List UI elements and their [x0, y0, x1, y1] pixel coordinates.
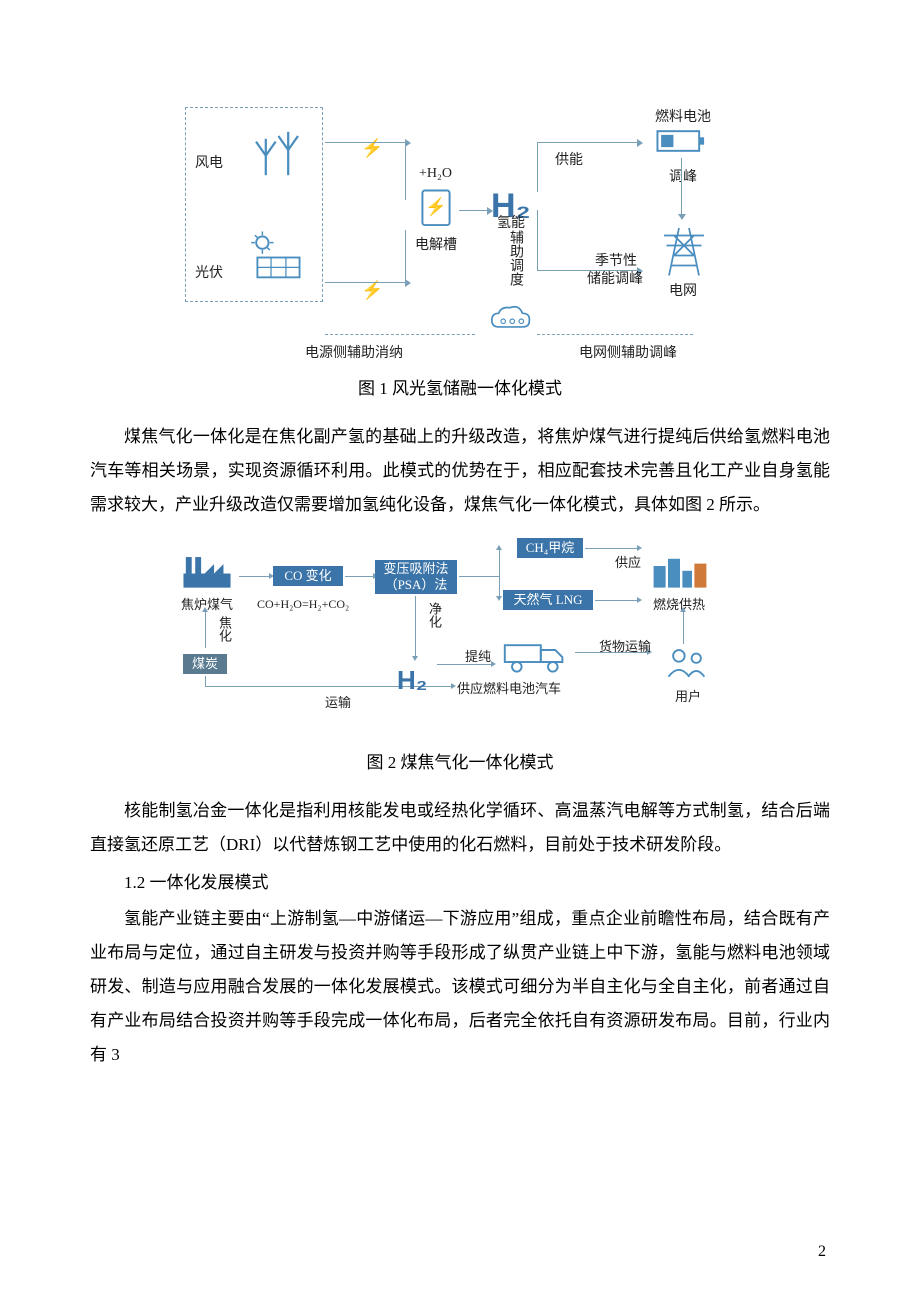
ch4-box: CH₄甲烷 [517, 538, 583, 558]
freight-label: 货物运输 [599, 634, 651, 660]
connector [499, 576, 500, 596]
page-number: 2 [818, 1236, 826, 1268]
fuelcar-label: 供应燃料电池汽车 [457, 676, 561, 702]
electrolyzer-icon: ⚡ [417, 188, 455, 230]
peak-label: 调峰 [669, 164, 697, 192]
paragraph-3: 氢能产业链主要由“上游制氢—中游储运—下游应用”组成，重点企业前瞻性布局，结合既… [90, 902, 830, 1072]
connector [459, 576, 499, 577]
buildings-icon [651, 554, 709, 590]
electrolyzer-label: 电解槽 [415, 232, 457, 260]
h2o-label: +H₂O [419, 160, 452, 188]
supply-label: 供能 [555, 147, 583, 175]
bolt-icon: ⚡ [361, 272, 383, 308]
cloud-icon [487, 302, 533, 336]
refine-label: 提纯 [465, 644, 491, 670]
grid-label: 电网 [669, 278, 697, 306]
connector [205, 612, 206, 648]
seasonal2-label: 储能调峰 [587, 266, 643, 294]
factory-icon [181, 550, 233, 590]
lng-box: 天然气 LNG [503, 590, 593, 610]
supply-label2: 供应 [615, 550, 641, 576]
connector [405, 230, 406, 283]
aux-dispatch-label: 辅助调度 [501, 230, 529, 286]
bolt-icon: ⚡ [361, 130, 383, 166]
grid-tower-icon [661, 218, 707, 278]
connector [345, 576, 373, 577]
windmill-icon [249, 122, 305, 178]
connector [325, 142, 405, 143]
connector [537, 334, 693, 335]
psa-bot: （PSA）法 [385, 577, 448, 593]
figure-1: 风电 光伏 ⚡ ⚡ +H₂O ⚡ 电解槽 H₂ [90, 102, 830, 414]
connector [537, 142, 538, 192]
connector [537, 142, 637, 143]
figure-1-diagram: 风电 光伏 ⚡ ⚡ +H₂O ⚡ 电解槽 H₂ [175, 102, 745, 362]
right-footer-label: 电网侧辅助调峰 [579, 340, 677, 368]
svg-text:⚡: ⚡ [425, 197, 447, 218]
co-shift-box: CO 变化 [273, 566, 343, 586]
psa-top: 变压吸附法 [383, 561, 448, 577]
h2-big: H₂ [397, 654, 427, 706]
user-icon [665, 646, 709, 682]
purify-label: 净化 [421, 602, 447, 628]
truck-icon [501, 638, 571, 674]
pv-label: 光伏 [195, 260, 223, 288]
connector [683, 612, 684, 644]
connector [239, 576, 269, 577]
burnheat-label: 燃烧供热 [653, 592, 705, 618]
figure-2-caption: 图 2 煤焦气化一体化模式 [367, 746, 554, 780]
connector [325, 334, 475, 335]
connector [205, 676, 206, 686]
paragraph-2: 核能制氢冶金一体化是指利用核能发电或经热化学循环、高温蒸汽电解等方式制氢，结合后… [90, 794, 830, 862]
connector [415, 596, 416, 656]
connector [205, 686, 231, 687]
paragraph-1: 煤焦气化一体化是在焦化副产氢的基础上的升级改造，将焦炉煤气进行提纯后供给氢燃料电… [90, 420, 830, 522]
figure-2: 焦炉煤气 焦化 煤炭 运输 CO 变化 CO+H₂O=H₂+CO₂ 变压吸附法 … [90, 536, 830, 788]
connector [681, 158, 682, 214]
section-heading-1-2: 1.2 一体化发展模式 [90, 866, 830, 900]
connector [325, 282, 405, 283]
solar-icon [245, 230, 307, 285]
figure-1-caption: 图 1 风光氢储融一体化模式 [358, 372, 562, 406]
cokegas-label: 焦炉煤气 [181, 592, 233, 618]
co-eq-label: CO+H₂O=H₂+CO₂ [257, 592, 349, 616]
wind-label: 风电 [195, 150, 223, 178]
psa-box: 变压吸附法 （PSA）法 [375, 560, 457, 594]
figure-2-diagram: 焦炉煤气 焦化 煤炭 运输 CO 变化 CO+H₂O=H₂+CO₂ 变压吸附法 … [175, 536, 745, 736]
transport-label: 运输 [325, 690, 351, 716]
coal-box: 煤炭 [183, 654, 227, 674]
left-footer-label: 电源侧辅助消纳 [305, 340, 403, 368]
connector [595, 600, 637, 601]
connector [499, 550, 500, 576]
battery-icon [655, 126, 709, 156]
connector [405, 142, 406, 200]
user-label: 用户 [675, 684, 701, 710]
connector [459, 210, 487, 211]
connector [537, 210, 538, 270]
connector [585, 548, 637, 549]
coking-label: 焦化 [211, 616, 237, 642]
